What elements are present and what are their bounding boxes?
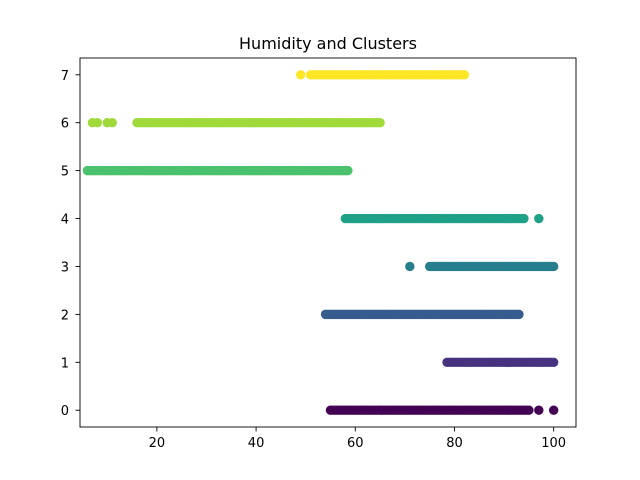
data-points xyxy=(82,70,559,415)
x-tick-label: 100 xyxy=(541,436,566,451)
data-point xyxy=(296,70,306,80)
cluster-0-points xyxy=(325,405,559,415)
x-tick-label: 60 xyxy=(347,436,364,451)
data-point xyxy=(534,405,544,415)
data-point xyxy=(514,309,524,320)
y-tick-label: 7 xyxy=(61,69,69,84)
data-point xyxy=(524,405,534,415)
y-tick-label: 5 xyxy=(61,165,69,180)
cluster-3-points xyxy=(405,261,559,272)
data-point xyxy=(519,213,529,224)
x-tick-label: 20 xyxy=(149,436,166,451)
cluster-4-points xyxy=(340,213,544,224)
y-tick-label: 1 xyxy=(61,356,69,371)
y-tick-label: 3 xyxy=(61,260,69,275)
y-tick-label: 4 xyxy=(61,213,69,228)
data-point xyxy=(405,261,415,272)
axes: 20 40 60 80 100 0 1 2 3 4 5 6 7 xyxy=(61,57,577,451)
cluster-7-points xyxy=(296,70,470,80)
data-point xyxy=(548,405,559,415)
data-point xyxy=(375,117,385,128)
chart-title: Humidity and Clusters xyxy=(239,34,417,53)
data-point xyxy=(534,213,544,224)
data-point xyxy=(548,261,559,272)
cluster-1-points xyxy=(442,357,559,368)
data-point xyxy=(343,165,353,176)
data-point xyxy=(548,357,559,368)
cluster-6-points xyxy=(87,117,385,128)
data-point xyxy=(92,117,103,128)
cluster-5-points xyxy=(82,165,353,176)
plot-frame xyxy=(79,57,577,428)
data-point xyxy=(459,70,470,80)
y-tick-label: 6 xyxy=(61,117,69,132)
data-point xyxy=(107,117,117,128)
y-tick-label: 2 xyxy=(61,308,69,323)
x-tick-label: 40 xyxy=(248,436,265,451)
y-tick-label: 0 xyxy=(61,404,69,419)
cluster-2-points xyxy=(320,309,524,320)
x-tick-label: 80 xyxy=(446,436,463,451)
